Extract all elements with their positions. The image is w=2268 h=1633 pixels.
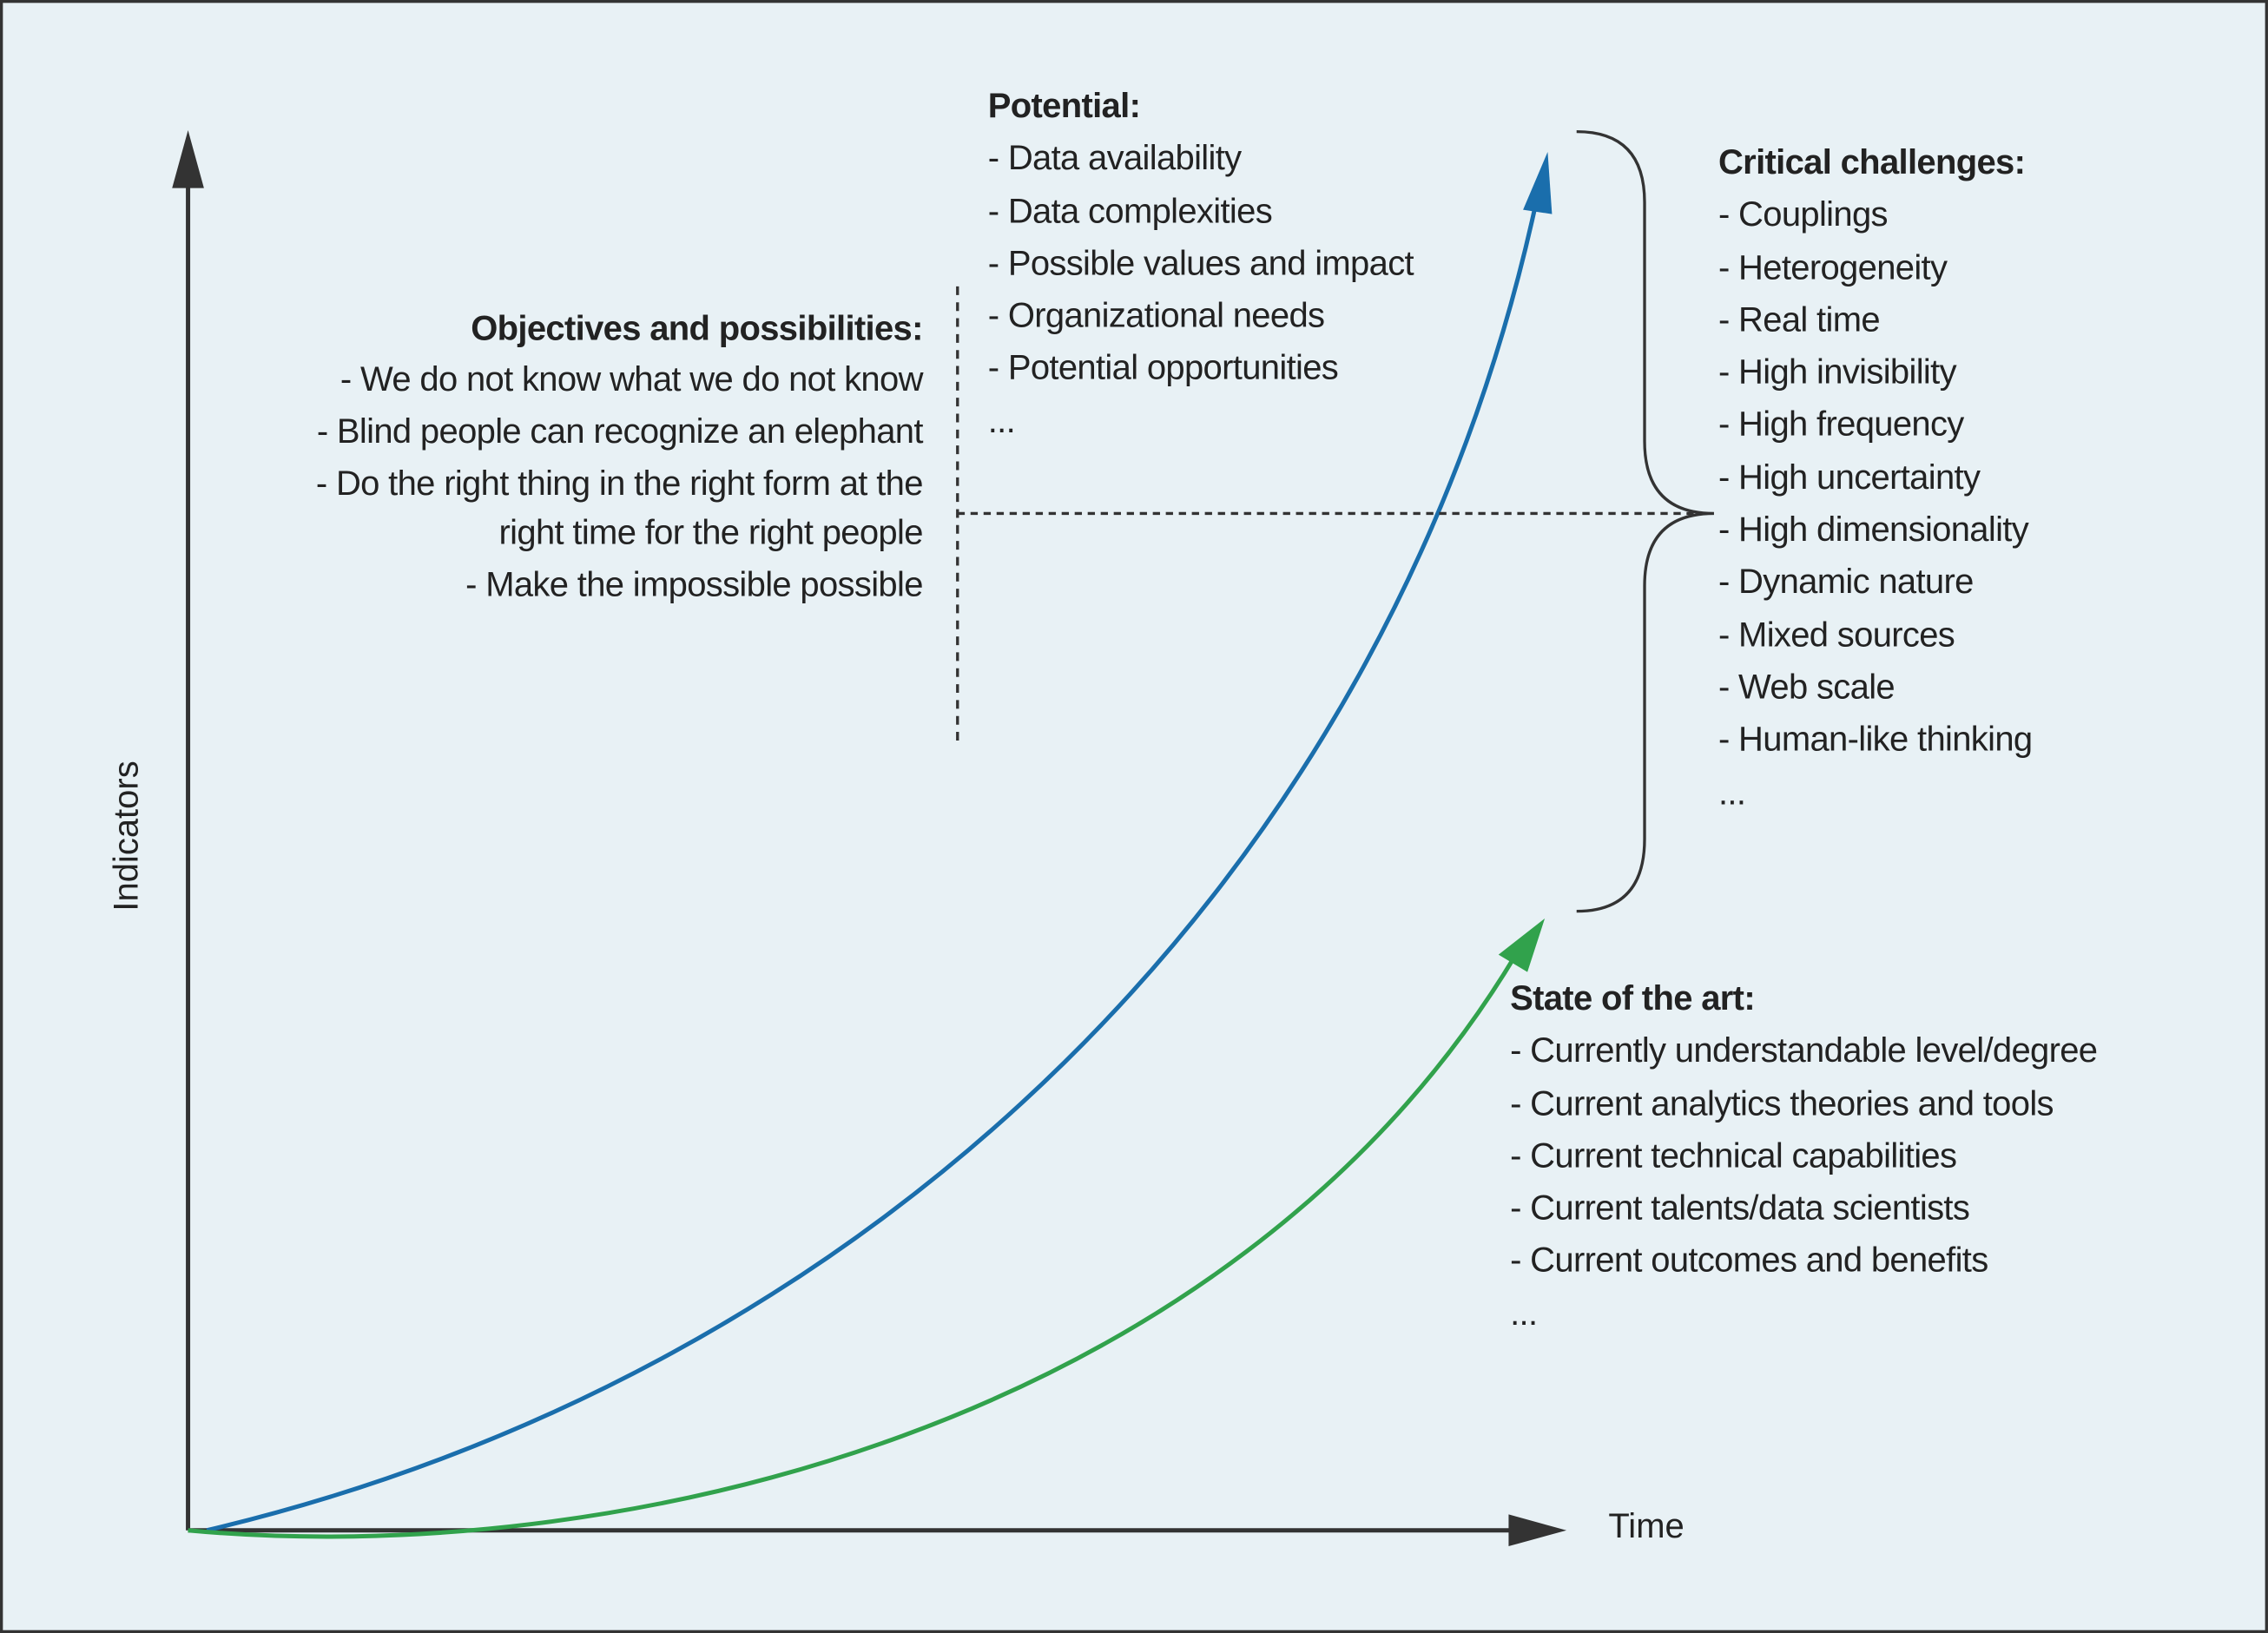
list-item: - Real time (1717, 300, 1881, 340)
state-curve (188, 953, 1518, 1539)
potential-arrow (1523, 151, 1553, 214)
list-item: ... (1510, 1294, 1538, 1333)
state-arrow (1498, 918, 1546, 972)
list-item: ... (1717, 773, 1746, 813)
list-item: - Human-like thinking (1717, 721, 2033, 761)
list-item: - Make the impossible possible (465, 565, 923, 605)
state-block: State of the art: - Currently understanda… (1510, 973, 2098, 1340)
list-item: - Data availability (987, 139, 1242, 179)
list-item: - Current analytics theories and tools (1510, 1083, 2054, 1123)
list-item: - Mixed sources (1717, 616, 1955, 655)
potential-curve (206, 201, 1539, 1533)
list-item: - Current talents/data scientists (1510, 1189, 1970, 1228)
brace (1576, 129, 1714, 913)
list-item: - Current outcomes and benefits (1510, 1241, 1988, 1281)
challenges-block: Critical challenges: - Couplings - Heterog… (1718, 137, 2033, 820)
list-item: - High invisibility (1717, 352, 1957, 392)
list-item: ... (987, 401, 1016, 441)
list-item: - Currently understandable level/degree (1510, 1031, 2098, 1071)
x-axis-label: Time (1608, 1507, 1685, 1547)
section-title: Potential: (987, 86, 1141, 126)
list-item: - Blind people can recognize an elephant (316, 412, 924, 452)
list-item: - High frequency (1717, 405, 1964, 445)
list-item: - Possible values and impact (987, 244, 1414, 284)
list-item: - Current technical capabilities (1510, 1136, 1957, 1176)
list-item: - Heterogeneity (1717, 247, 1948, 287)
list-item: - Organizational needs (987, 296, 1325, 336)
y-axis-label: Indicators (107, 761, 147, 912)
list-item: - Data complexities (987, 191, 1273, 231)
list-item: - Web scale (1717, 668, 1895, 708)
x-axis-arrow (1508, 1514, 1567, 1547)
section-title: Objectives and possibilities: (471, 309, 923, 349)
list-item: - High dimensionality (1717, 510, 2029, 550)
section-title: State of the art: (1510, 978, 1756, 1018)
list-item: - High uncertainty (1717, 458, 1981, 497)
section-title: Critical challenges: (1717, 142, 2026, 182)
list-item: - Potential opportunities (987, 349, 1339, 389)
list-item: - Couplings (1717, 195, 1889, 235)
list-item: - Do the right thing in the right form a… (315, 464, 924, 553)
objectives-block: Objectives and possibilities: - We do not… (275, 304, 924, 614)
y-axis-arrow (172, 129, 204, 188)
list-item: - Dynamic nature (1717, 563, 1974, 602)
list-item: - We do not know what we do not know (340, 360, 924, 400)
potential-block: Potential: - Data availability - Data comp… (988, 81, 1414, 448)
